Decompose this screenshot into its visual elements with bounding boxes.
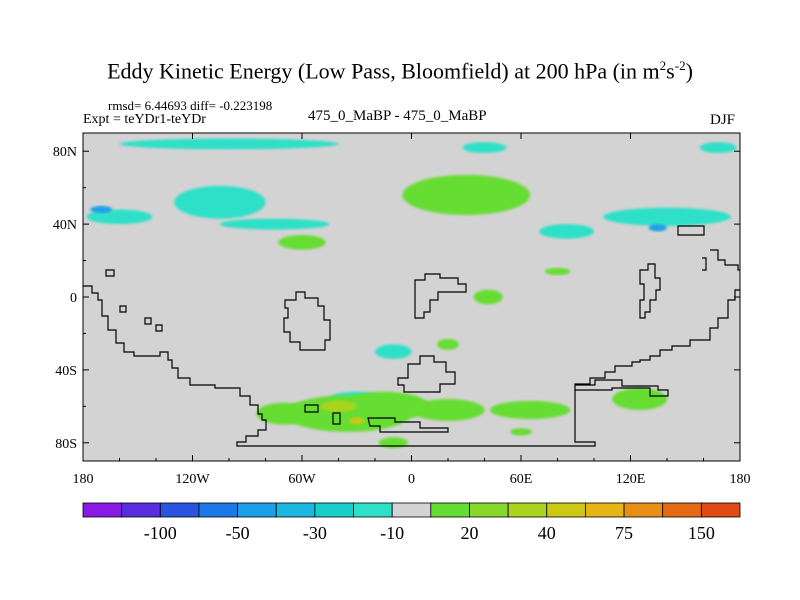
anomaly-region-7 xyxy=(699,142,737,154)
coastline-east-asia xyxy=(639,263,661,319)
colorbar-swatch xyxy=(662,502,702,518)
colorbar-swatch xyxy=(314,502,354,518)
colorbar-swatch xyxy=(430,502,470,518)
colorbar-label: 75 xyxy=(615,523,633,543)
y-tick-label: 80N xyxy=(53,145,77,160)
anomaly-region-24 xyxy=(349,417,365,425)
coastline-africa xyxy=(414,273,467,319)
colorbar-swatch xyxy=(82,502,123,518)
coastline-japan xyxy=(677,225,705,236)
anomaly-region-6 xyxy=(539,224,594,239)
colorbar-swatch xyxy=(546,502,586,518)
coastline-pacific-islands xyxy=(702,249,740,271)
anomaly-region-13 xyxy=(473,289,503,305)
colorbar-swatch xyxy=(237,502,277,518)
anomaly-region-5 xyxy=(603,207,731,226)
coastline-small-island-1 xyxy=(105,269,115,277)
colorbar-swatch xyxy=(469,502,509,518)
chart-title-unit-sq: 2 xyxy=(659,58,667,73)
coastline-australia xyxy=(575,379,669,397)
colorbar-swatch xyxy=(159,502,200,518)
anomaly-region-8 xyxy=(375,344,412,359)
season-label: DJF xyxy=(710,112,736,128)
y-tick-label: 40S xyxy=(55,364,77,379)
anomaly-region-17 xyxy=(411,399,485,421)
x-tick-label: 0 xyxy=(408,472,415,487)
colorbar-swatch xyxy=(198,502,238,518)
coastline-southern-2 xyxy=(332,412,341,425)
anomaly-region-21 xyxy=(378,437,408,449)
coastline-small-island-2 xyxy=(119,305,163,332)
anomaly-region-1 xyxy=(86,209,153,225)
anomaly-region-19 xyxy=(612,388,667,410)
y-tick-label: 0 xyxy=(70,291,77,306)
chart-title-close: ) xyxy=(685,58,693,84)
colorbar-label: -10 xyxy=(380,523,404,543)
chart-title-main: Eddy Kinetic Energy (Low Pass, Bloomfiel… xyxy=(107,58,660,84)
colorbar-swatch xyxy=(353,502,393,518)
coastline-southwest-america xyxy=(283,291,331,351)
colorbar-label: -30 xyxy=(303,523,327,543)
anomaly-region-3 xyxy=(119,138,339,150)
anomaly-region-4 xyxy=(462,142,507,154)
anomaly-region-26 xyxy=(648,224,667,232)
anomaly-regions xyxy=(86,138,737,449)
colorbar-swatch xyxy=(275,502,316,518)
anomaly-region-23 xyxy=(320,400,357,412)
x-tick-label: 120E xyxy=(616,472,646,487)
anomaly-region-18 xyxy=(489,400,571,420)
x-tick-label: 120W xyxy=(175,472,210,487)
anomaly-region-14 xyxy=(437,338,459,350)
colorbar-label: -100 xyxy=(144,523,177,543)
colorbar-swatch xyxy=(700,502,741,518)
anomaly-region-2 xyxy=(219,218,330,230)
colorbar-label: -50 xyxy=(226,523,250,543)
coastline-southern-3 xyxy=(367,417,449,433)
colorbar-label: 150 xyxy=(688,523,715,543)
chart-title-unit-s: s xyxy=(666,58,675,84)
x-axis: 180 120W 60W 0 60E 120E 180 xyxy=(73,133,751,487)
colorbar-swatch xyxy=(585,502,625,518)
x-tick-label: 180 xyxy=(730,472,751,487)
anomaly-region-22 xyxy=(510,428,532,436)
y-tick-label: 80S xyxy=(55,437,77,452)
center-label: 475_0_MaBP - 475_0_MaBP xyxy=(308,108,487,124)
x-tick-label: 60W xyxy=(288,472,316,487)
x-tick-label: 180 xyxy=(73,472,94,487)
coastline-americas xyxy=(83,285,740,447)
coastlines xyxy=(83,225,740,447)
x-tick-label: 60E xyxy=(510,472,533,487)
anomaly-region-10 xyxy=(402,174,531,215)
chart-title-unit-exp: -2 xyxy=(674,58,686,73)
colorbar-swatch xyxy=(391,502,432,518)
coastline-south-atlantic xyxy=(397,355,456,393)
anomaly-region-20 xyxy=(256,402,312,425)
anomaly-region-25 xyxy=(90,205,113,214)
y-axis: 80N 40N 0 40S 80S xyxy=(53,145,740,452)
anomaly-region-11 xyxy=(278,235,326,250)
anomaly-region-0 xyxy=(174,185,266,219)
anomaly-region-16 xyxy=(338,391,430,421)
colorbar-swatch xyxy=(121,502,161,518)
colorbar-label: 40 xyxy=(538,523,556,543)
expt-label: Expt = teYDr1-teYDr xyxy=(83,112,206,127)
colorbar-label: 20 xyxy=(460,523,478,543)
chart-title: Eddy Kinetic Energy (Low Pass, Bloomfiel… xyxy=(0,58,800,84)
colorbar-swatch xyxy=(507,502,548,518)
y-tick-label: 40N xyxy=(53,218,77,233)
colorbar-swatch xyxy=(623,502,664,518)
colorbar: -100 -50 -30 -10 20 40 75 150 xyxy=(82,502,741,543)
coastline-southern-1 xyxy=(304,404,319,413)
stats-line: rmsd= 6.44693 diff= -0.223198 xyxy=(108,98,273,113)
anomaly-region-12 xyxy=(544,267,571,276)
